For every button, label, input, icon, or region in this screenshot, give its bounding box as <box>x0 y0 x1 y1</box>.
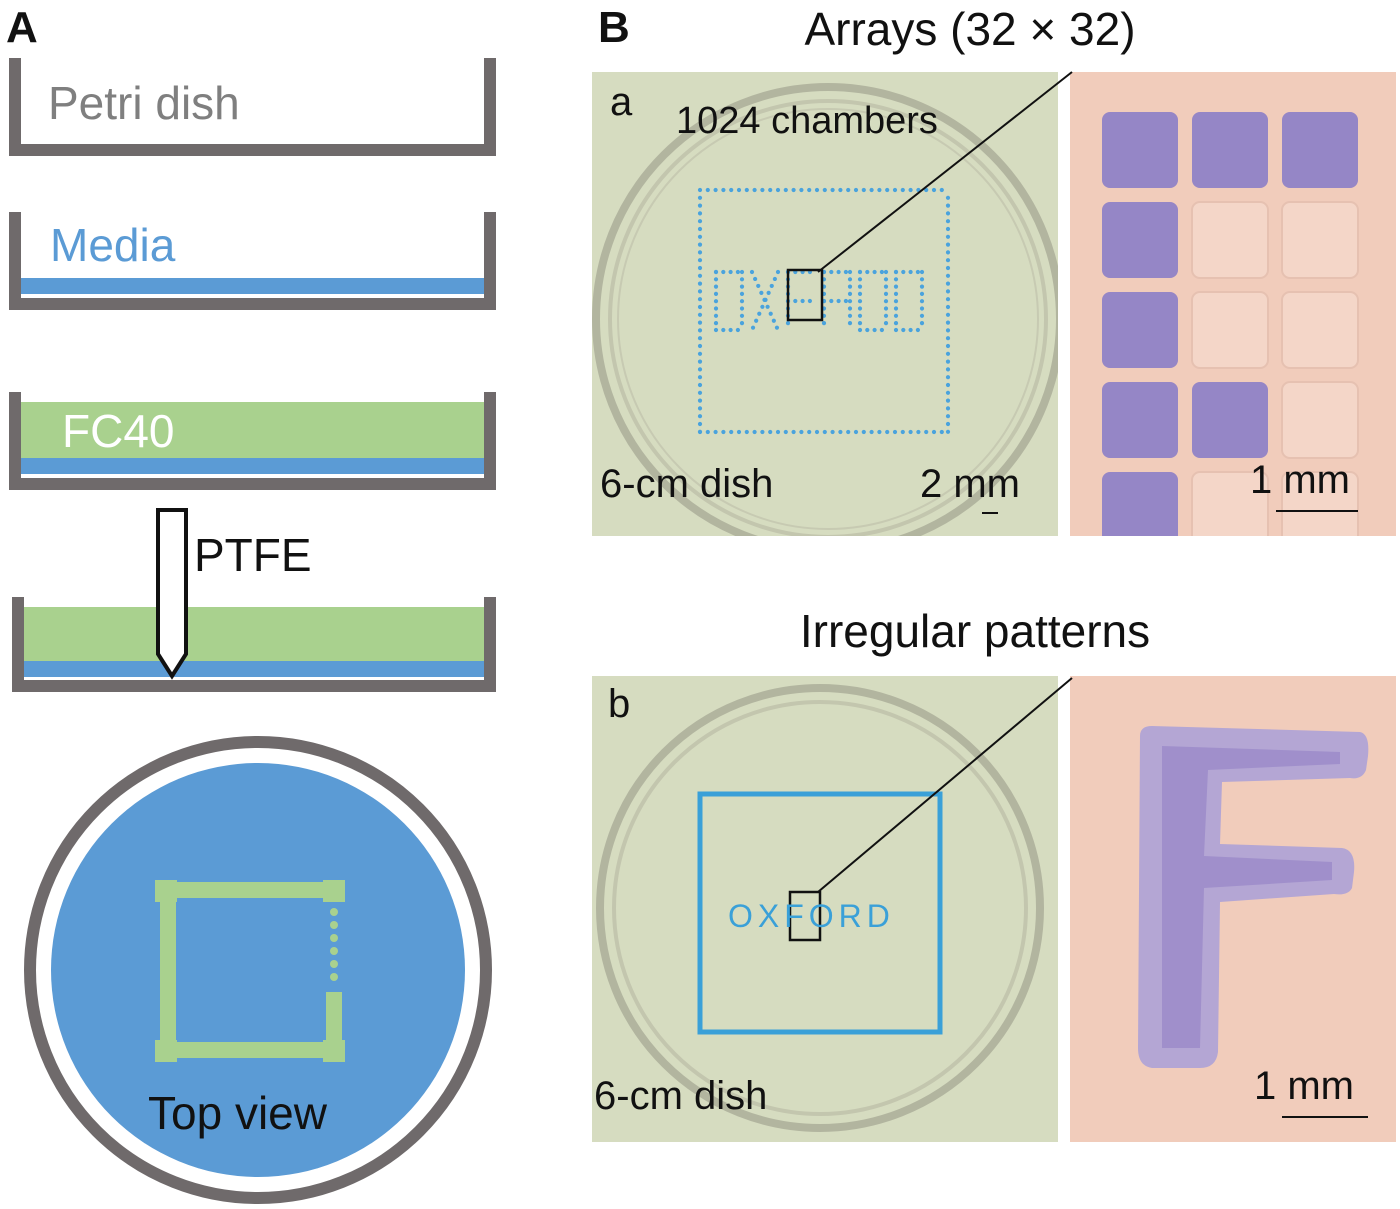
panel-a-diagram <box>9 58 496 1204</box>
array-dish-label: 6-cm dish <box>600 462 774 506</box>
chamber-filled <box>1282 112 1358 188</box>
panel-b-letter: B <box>598 3 630 52</box>
chamber-filled <box>1192 382 1268 458</box>
sub-panel-a-letter: a <box>610 80 633 124</box>
petri-dish-media <box>9 212 496 310</box>
irregular-oxford-word: OXFORD <box>728 898 895 934</box>
top-view-label: Top view <box>148 1087 327 1139</box>
petri-dish-empty <box>9 58 496 156</box>
chamber-grid <box>1102 112 1359 536</box>
fc40-label: FC40 <box>62 405 175 457</box>
irregular-zoom-scale-label: 1 mm <box>1254 1064 1354 1108</box>
chamber-filled <box>1102 112 1178 188</box>
irregular-dish-label: 6-cm dish <box>594 1074 768 1118</box>
media-label: Media <box>50 219 176 271</box>
chambers-label: 1024 chambers <box>676 100 938 142</box>
top-view-dish <box>24 736 492 1204</box>
chamber-empty <box>1281 201 1359 279</box>
chamber-filled <box>1192 112 1268 188</box>
ptfe-tip-icon <box>156 508 188 680</box>
array-scale-bar <box>982 512 998 514</box>
chamber-filled <box>1102 202 1178 278</box>
chamber-empty <box>1191 291 1269 369</box>
array-scale-label: 2 mm <box>920 462 1020 506</box>
sub-panel-b-letter: b <box>608 682 631 726</box>
zoom-box <box>786 268 824 322</box>
zoom-box <box>788 890 822 942</box>
ptfe-label: PTFE <box>194 529 312 581</box>
array-zoom-photo <box>1070 72 1396 536</box>
f-pattern <box>1138 726 1369 1068</box>
petri-dish-label: Petri dish <box>48 77 240 129</box>
chamber-filled <box>1102 292 1178 368</box>
array-zoom-scale-label: 1 mm <box>1250 458 1350 502</box>
irregular-zoom-scale-bar <box>1282 1116 1368 1118</box>
chamber-filled <box>1102 382 1178 458</box>
arrays-heading: Arrays (32 × 32) <box>804 3 1136 55</box>
petri-dish-ptfe <box>12 597 496 692</box>
irregular-zoom-photo <box>1070 676 1396 1142</box>
panel-a-letter: A <box>6 3 38 52</box>
chamber-empty <box>1281 381 1359 459</box>
irregular-heading: Irregular patterns <box>799 605 1151 657</box>
chamber-empty <box>1281 291 1359 369</box>
petri-dish-fc40 <box>9 392 496 490</box>
chamber-empty <box>1191 201 1269 279</box>
array-zoom-scale-bar <box>1276 510 1358 512</box>
chamber-empty <box>1191 471 1269 536</box>
chamber-filled <box>1102 472 1178 536</box>
